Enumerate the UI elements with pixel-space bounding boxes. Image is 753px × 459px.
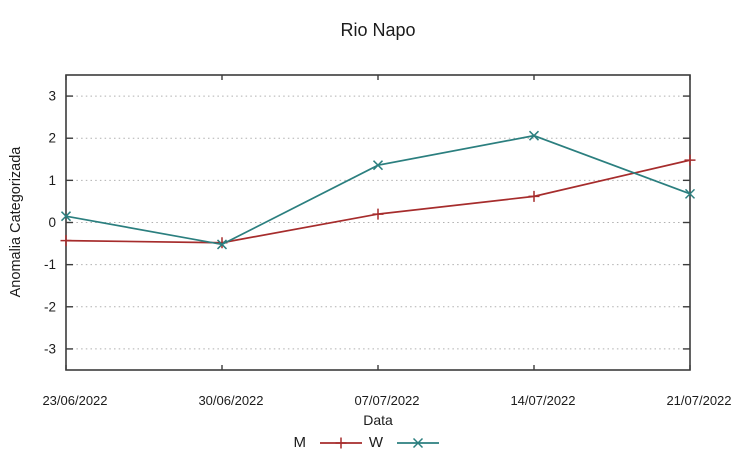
legend-label-M: M	[294, 434, 307, 451]
series-M-marker	[60, 235, 72, 247]
x-axis-label: Data	[363, 412, 393, 428]
legend-marker-W	[412, 437, 424, 449]
y-tick-label: -3	[44, 341, 56, 356]
x-tick-label: 07/07/2022	[354, 393, 419, 408]
y-tick-label: 3	[48, 89, 56, 104]
series-W-marker	[372, 160, 384, 171]
y-tick-label: 1	[48, 173, 56, 188]
series-M-marker	[684, 154, 696, 166]
series-W-line	[65, 134, 691, 246]
series-W-marker	[528, 130, 540, 141]
y-tick-label: -2	[44, 299, 56, 314]
x-tick-label: 23/06/2022	[42, 393, 107, 408]
legend-label-W: W	[369, 434, 384, 451]
y-axis-label: Anomalia Categorizada	[8, 146, 24, 298]
series-M-line	[65, 159, 691, 244]
series-W-marker	[60, 211, 72, 222]
y-tick-label: 2	[48, 131, 56, 146]
legend-marker-M	[335, 437, 347, 449]
series-M-marker	[372, 208, 384, 220]
series-W-marker	[684, 188, 696, 199]
series-W-marker	[216, 239, 228, 250]
chart-title: Rio Napo	[340, 20, 415, 40]
y-tick-label: 0	[48, 215, 56, 230]
x-tick-label: 14/07/2022	[510, 393, 575, 408]
x-tick-label: 21/07/2022	[666, 393, 731, 408]
y-tick-label: -1	[44, 257, 56, 272]
series-M-marker	[528, 190, 540, 202]
x-tick-label: 30/06/2022	[198, 393, 263, 408]
